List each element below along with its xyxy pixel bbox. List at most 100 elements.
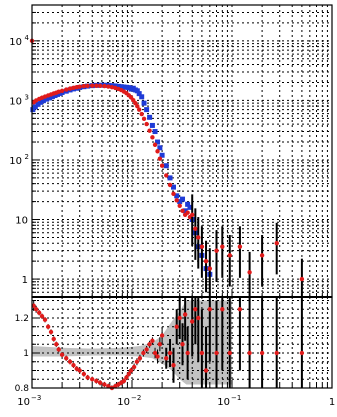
ratio-point — [59, 352, 65, 357]
data-point-blue — [170, 184, 176, 190]
data-point-red — [167, 182, 173, 188]
ratio-point — [190, 319, 195, 324]
ratio-point — [207, 307, 213, 312]
data-point-red — [90, 83, 95, 88]
ratio-point — [71, 363, 76, 368]
data-point-red — [259, 253, 265, 258]
y-tick-label: 1.2 — [15, 314, 29, 324]
ratio-point — [42, 317, 48, 322]
y-tick-label: 0.8 — [15, 384, 30, 394]
ratio-point — [259, 350, 265, 356]
data-point-red — [94, 83, 99, 88]
ratio-point — [227, 350, 232, 356]
x-tick-exponent: −3 — [31, 394, 41, 402]
ratio-point — [134, 359, 140, 364]
ratio-point — [174, 324, 179, 329]
data-point-blue — [30, 107, 36, 113]
ratio-point — [147, 342, 152, 347]
ratio-point — [126, 371, 132, 377]
ratio-point — [48, 329, 54, 335]
data-point-blue — [159, 152, 165, 158]
data-point-red — [171, 191, 176, 197]
data-point-blue — [134, 88, 140, 94]
data-point-blue — [136, 91, 142, 97]
data-point-red — [159, 163, 165, 168]
data-point-red — [274, 241, 279, 246]
data-point-blue — [182, 208, 188, 214]
y-tick-exponent: 3 — [25, 93, 29, 101]
ratio-point — [56, 347, 61, 352]
data-point-red — [85, 83, 90, 88]
data-point-red — [59, 88, 65, 93]
data-point-red — [144, 121, 149, 127]
x-tick-label: 10 — [117, 397, 130, 408]
x-tick-label: 10 — [17, 397, 30, 408]
data-point-blue — [40, 98, 46, 104]
data-point-blue — [177, 199, 183, 205]
y-tick-label: 10 — [15, 216, 28, 227]
ratio-point — [274, 350, 279, 356]
data-point-red — [227, 253, 232, 258]
ratio-point — [33, 307, 39, 312]
ratio-point — [124, 375, 129, 380]
data-point-red — [97, 83, 103, 88]
ratio-point — [157, 342, 163, 347]
data-point-red — [109, 84, 115, 90]
ratio-point — [247, 350, 252, 356]
ratio-point — [150, 338, 155, 343]
data-point-red — [199, 244, 205, 249]
data-point-red — [237, 244, 243, 249]
ratio-point — [81, 371, 87, 377]
x-tick-label: 1 — [329, 397, 335, 408]
data-point-red — [102, 83, 107, 89]
data-point-blue — [187, 204, 193, 210]
ratio-point — [237, 307, 243, 312]
y-tick-label: 10 — [9, 96, 22, 107]
data-point-red — [180, 208, 185, 214]
data-point-blue — [167, 175, 173, 181]
data-point-red — [214, 248, 219, 253]
data-point-blue — [163, 163, 169, 169]
data-point-red — [155, 149, 160, 154]
data-point-blue — [47, 95, 53, 101]
ratio-point — [144, 347, 149, 352]
ratio-point — [196, 315, 201, 321]
data-point-blue — [44, 96, 50, 102]
data-point-red — [67, 86, 73, 91]
data-point-red — [141, 116, 147, 122]
top-data-points — [29, 38, 305, 297]
ratio-point — [203, 368, 209, 373]
ratio-point — [39, 314, 45, 319]
y-tick-label: 1 — [22, 275, 28, 286]
ratio-point — [54, 342, 59, 347]
data-point-blue — [152, 129, 158, 135]
data-point-blue — [118, 84, 124, 90]
data-point-red — [139, 111, 144, 117]
ratio-point — [159, 333, 165, 338]
x-tick-exponent: −2 — [131, 394, 141, 402]
data-point-red — [164, 173, 169, 178]
ratio-point — [182, 312, 188, 317]
ratio-point — [31, 303, 36, 308]
data-point-blue — [157, 145, 163, 151]
data-point-red — [190, 212, 195, 218]
data-point-red — [185, 210, 190, 215]
data-point-red — [150, 135, 155, 140]
data-point-red — [64, 87, 69, 92]
ratio-point — [214, 350, 219, 356]
data-point-red — [177, 203, 182, 208]
ratio-point — [299, 350, 305, 356]
ratio-point — [199, 350, 205, 356]
data-point-blue — [115, 83, 121, 89]
y-tick-exponent: 4 — [25, 34, 30, 42]
data-point-red — [136, 107, 142, 112]
data-point-blue — [38, 99, 44, 105]
data-point-blue — [185, 201, 191, 207]
ratio-point — [164, 356, 169, 361]
y-tick-exponent: 2 — [25, 153, 29, 161]
data-point-red — [77, 84, 82, 89]
ratio-point — [121, 378, 127, 384]
data-point-blue — [121, 84, 127, 90]
